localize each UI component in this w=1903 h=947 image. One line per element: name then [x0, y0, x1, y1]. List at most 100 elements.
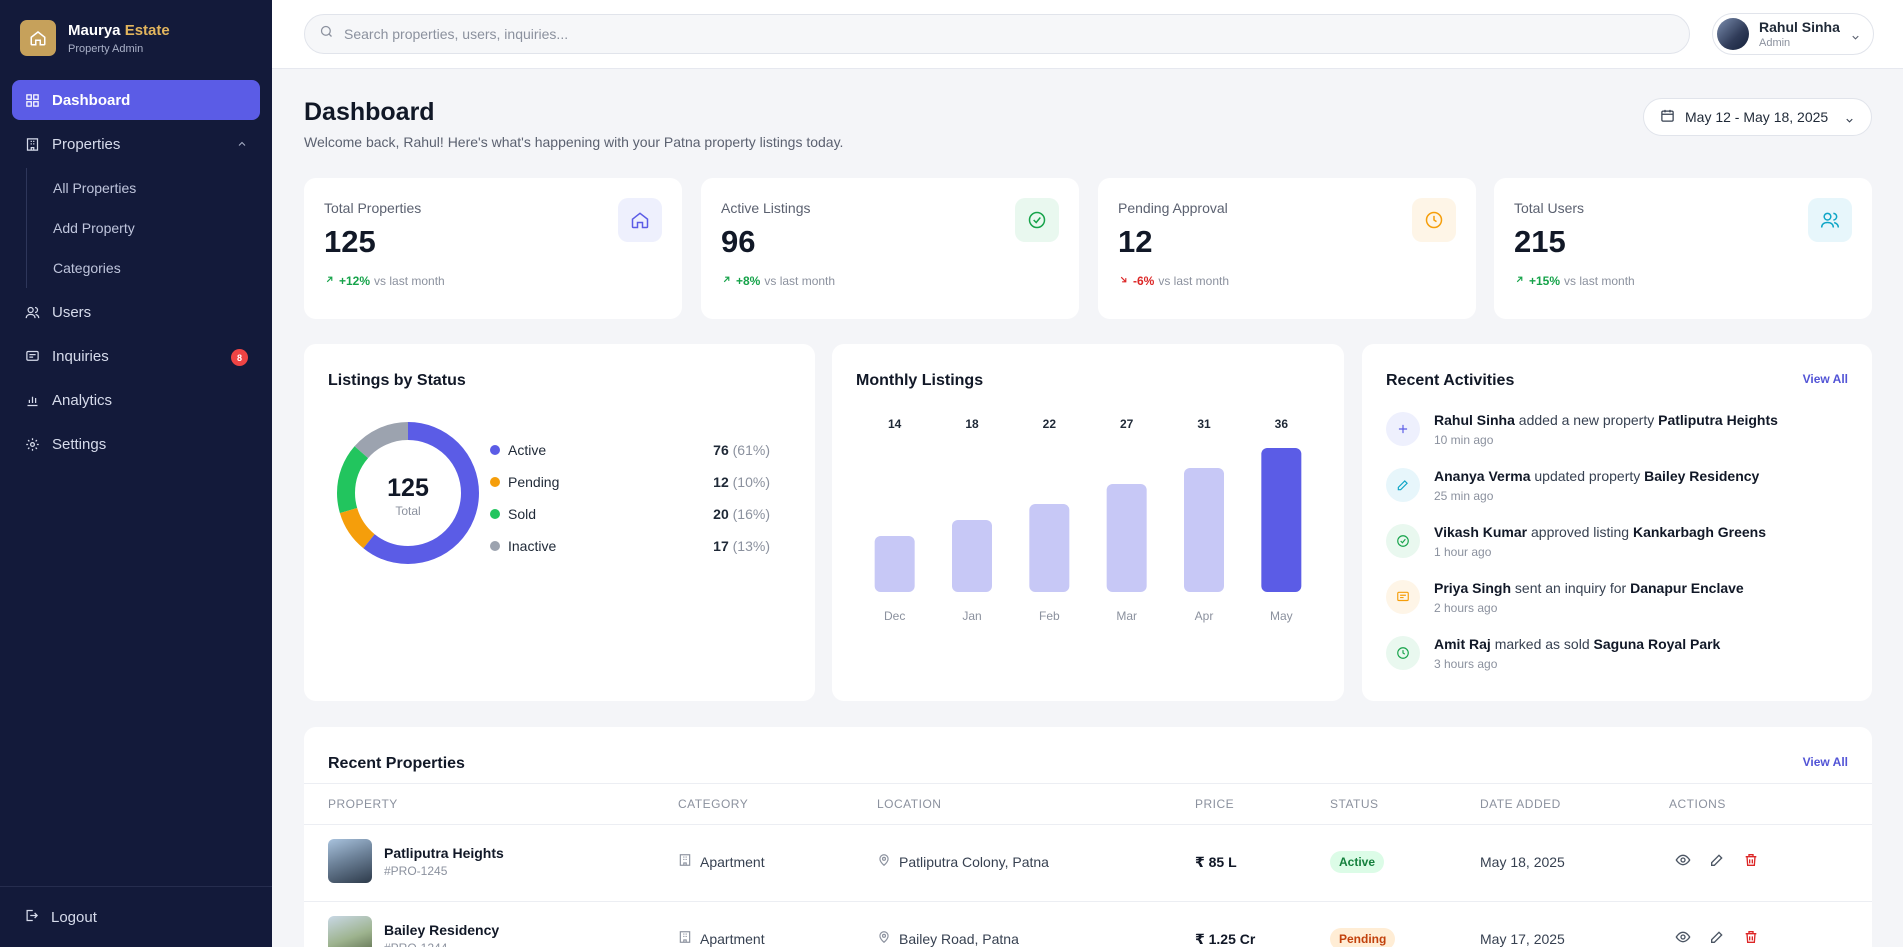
stat-trend-value: +8%: [736, 274, 761, 288]
users-icon: [1808, 198, 1852, 242]
sidebar-item-analytics[interactable]: Analytics: [12, 380, 260, 420]
bar-feb[interactable]: [1029, 504, 1070, 592]
price-cell: ₹ 1.25 Cr: [1195, 931, 1256, 947]
activity-item[interactable]: Rahul Sinha added a new property Patlipu…: [1386, 412, 1846, 447]
chevron-up-icon[interactable]: [236, 137, 248, 154]
map-pin-icon: [877, 930, 891, 947]
arrow-up-right-icon: [721, 274, 732, 288]
donut-slice-active[interactable]: [337, 422, 479, 564]
activity-item[interactable]: Priya Singh sent an inquiry for Danapur …: [1386, 580, 1846, 615]
sidebar-subitem-categories[interactable]: Categories: [53, 260, 121, 276]
column-header-actions: ACTIONS: [1669, 797, 1726, 811]
property-name[interactable]: Bailey Residency: [384, 921, 500, 938]
legend-item-sold: Sold 20 (16%): [490, 498, 770, 530]
sidebar-subitem-all-properties[interactable]: All Properties: [53, 180, 137, 196]
location-cell: Patliputra Colony, Patna: [877, 853, 1049, 870]
activity-item[interactable]: Ananya Verma updated property Bailey Res…: [1386, 468, 1846, 503]
property-thumbnail: [328, 839, 372, 883]
message-icon: [1386, 580, 1420, 614]
activity-item[interactable]: Vikash Kumar approved listing Kankarbagh…: [1386, 524, 1846, 559]
sidebar-item-label: Settings: [52, 435, 107, 453]
sidebar-item-label: Dashboard: [52, 91, 131, 109]
bar-jan[interactable]: [952, 520, 992, 592]
column-header-price[interactable]: PRICE: [1195, 797, 1235, 811]
actions-cell: [1675, 852, 1759, 871]
sidebar-item-inquiries[interactable]: Inquiries 8: [12, 336, 260, 376]
bar-dec[interactable]: [874, 536, 915, 592]
trash-icon[interactable]: [1743, 852, 1759, 871]
activities-view-all-link[interactable]: View All: [1802, 372, 1848, 386]
legend-dot: [490, 541, 500, 551]
pencil-icon[interactable]: [1709, 852, 1725, 871]
pencil-icon[interactable]: [1709, 929, 1725, 947]
search-box[interactable]: [304, 14, 1690, 54]
legend-item-pending: Pending 12 (10%): [490, 466, 770, 498]
activity-text: Rahul Sinha added a new property Patlipu…: [1434, 412, 1778, 447]
stat-card-total-users[interactable]: Total Users 215 +15% vs last month: [1494, 178, 1872, 319]
calendar-icon: [1660, 108, 1675, 126]
bar-apr[interactable]: [1184, 468, 1224, 592]
sidebar-item-properties[interactable]: Properties: [12, 124, 260, 164]
sidebar-item-dashboard[interactable]: Dashboard: [12, 80, 260, 120]
stat-card-active-listings[interactable]: Active Listings 96 +8% vs last month: [701, 178, 1079, 319]
search-icon: [319, 24, 334, 44]
sidebar-item-label: Inquiries: [52, 347, 109, 365]
bar-value-label: 27: [1120, 417, 1134, 431]
arrow-up-right-icon: [324, 274, 335, 288]
eye-icon[interactable]: [1675, 852, 1691, 871]
stat-card-total-properties[interactable]: Total Properties 125 +12% vs last month: [304, 178, 682, 319]
donut-slice-sold[interactable]: [337, 422, 479, 564]
table-divider: [304, 901, 1872, 902]
legend-value: 12 (10%): [713, 474, 770, 490]
stat-label: Total Users: [1514, 200, 1585, 216]
bar-may[interactable]: [1261, 448, 1302, 592]
category-cell: Apartment: [678, 930, 765, 947]
logout-icon: [24, 908, 39, 927]
stat-value: 12: [1118, 224, 1153, 259]
actions-cell: [1675, 929, 1759, 947]
x-tick-label: Feb: [1039, 609, 1060, 623]
stat-trend-value: +12%: [339, 274, 371, 288]
sidebar-item-settings[interactable]: Settings: [12, 424, 260, 464]
table-divider: [304, 824, 1872, 825]
brand[interactable]: Maurya Estate Property Admin: [20, 20, 170, 56]
column-header-date-added[interactable]: DATE ADDED: [1480, 797, 1561, 811]
properties-view-all-link[interactable]: View All: [1802, 755, 1848, 769]
properties-submenu: All Properties Add Property Categories: [26, 168, 260, 288]
column-header-property[interactable]: PROPERTY: [328, 797, 398, 811]
trash-icon[interactable]: [1743, 929, 1759, 947]
property-name[interactable]: Patliputra Heights: [384, 844, 504, 861]
column-header-category[interactable]: CATEGORY: [678, 797, 749, 811]
sidebar-subitem-add-property[interactable]: Add Property: [53, 220, 135, 236]
stat-trend: +8% vs last month: [721, 274, 1059, 288]
date-range-picker[interactable]: May 12 - May 18, 2025: [1643, 98, 1872, 136]
legend-item-inactive: Inactive 17 (13%): [490, 530, 770, 562]
bar-mar[interactable]: [1106, 484, 1147, 592]
activity-text: Ananya Verma updated property Bailey Res…: [1434, 468, 1760, 503]
legend-value: 76 (61%): [713, 442, 770, 458]
table-divider: [304, 783, 1872, 784]
search-input[interactable]: [344, 26, 1644, 42]
logout-button[interactable]: Logout: [0, 886, 272, 947]
activity-text: Vikash Kumar approved listing Kankarbagh…: [1434, 524, 1767, 559]
inquiries-count-badge: 8: [231, 349, 248, 366]
column-header-status[interactable]: STATUS: [1330, 797, 1379, 811]
price-cell: ₹ 85 L: [1195, 854, 1237, 870]
activity-item[interactable]: Amit Raj marked as sold Saguna Royal Par…: [1386, 636, 1846, 671]
avatar: [1717, 18, 1749, 50]
stat-trend-compare: vs last month: [764, 274, 836, 288]
property-id: #PRO-1244: [384, 941, 499, 947]
stat-trend-value: -6%: [1133, 274, 1155, 288]
legend-dot: [490, 445, 500, 455]
eye-icon[interactable]: [1675, 929, 1691, 947]
sidebar-item-label: Analytics: [52, 391, 113, 409]
user-menu[interactable]: Rahul Sinha Admin: [1712, 13, 1874, 55]
column-header-location[interactable]: LOCATION: [877, 797, 942, 811]
sidebar-item-users[interactable]: Users: [12, 292, 260, 332]
bar-value-label: 31: [1197, 417, 1211, 431]
property-id: #PRO-1245: [384, 863, 448, 878]
stat-trend: +12% vs last month: [324, 274, 662, 288]
legend-dot: [490, 509, 500, 519]
property-cell: Bailey Residency #PRO-1244: [328, 916, 499, 947]
stat-card-pending-approval[interactable]: Pending Approval 12 -6% vs last month: [1098, 178, 1476, 319]
